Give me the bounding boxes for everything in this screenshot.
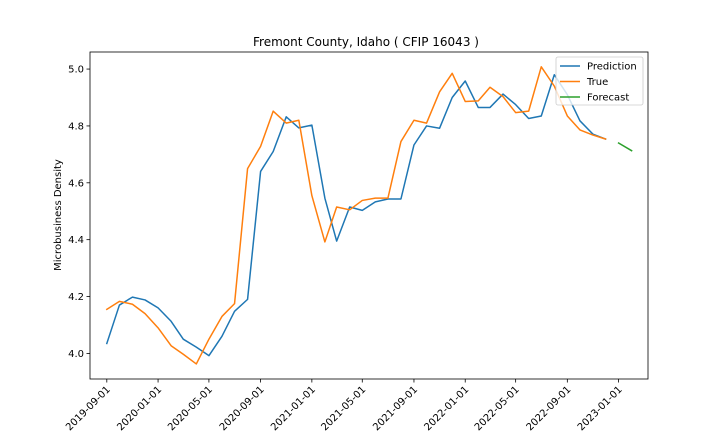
y-tick-label: 4.4 xyxy=(68,235,84,246)
y-tick-label: 4.6 xyxy=(68,178,84,189)
y-tick-label: 4.2 xyxy=(68,292,84,303)
plot-area xyxy=(105,66,633,365)
legend-box xyxy=(555,56,644,106)
legend-label-true: True xyxy=(586,77,608,88)
y-tick-label: 4.0 xyxy=(68,349,84,360)
series-line-true xyxy=(105,66,607,365)
chart-title: Fremont County, Idaho ( CFIP 16043 ) xyxy=(253,35,479,49)
legend-label-forecast: Forecast xyxy=(587,93,629,104)
y-tick-label: 4.8 xyxy=(68,121,84,132)
legend-label-prediction: Prediction xyxy=(587,62,637,73)
y-axis-label: Microbusiness Density xyxy=(53,159,64,271)
axes-frame xyxy=(89,51,649,380)
legend: Prediction True Forecast xyxy=(555,56,644,106)
y-tick-label: 5.0 xyxy=(68,65,84,76)
series-line-forecast xyxy=(617,141,633,152)
